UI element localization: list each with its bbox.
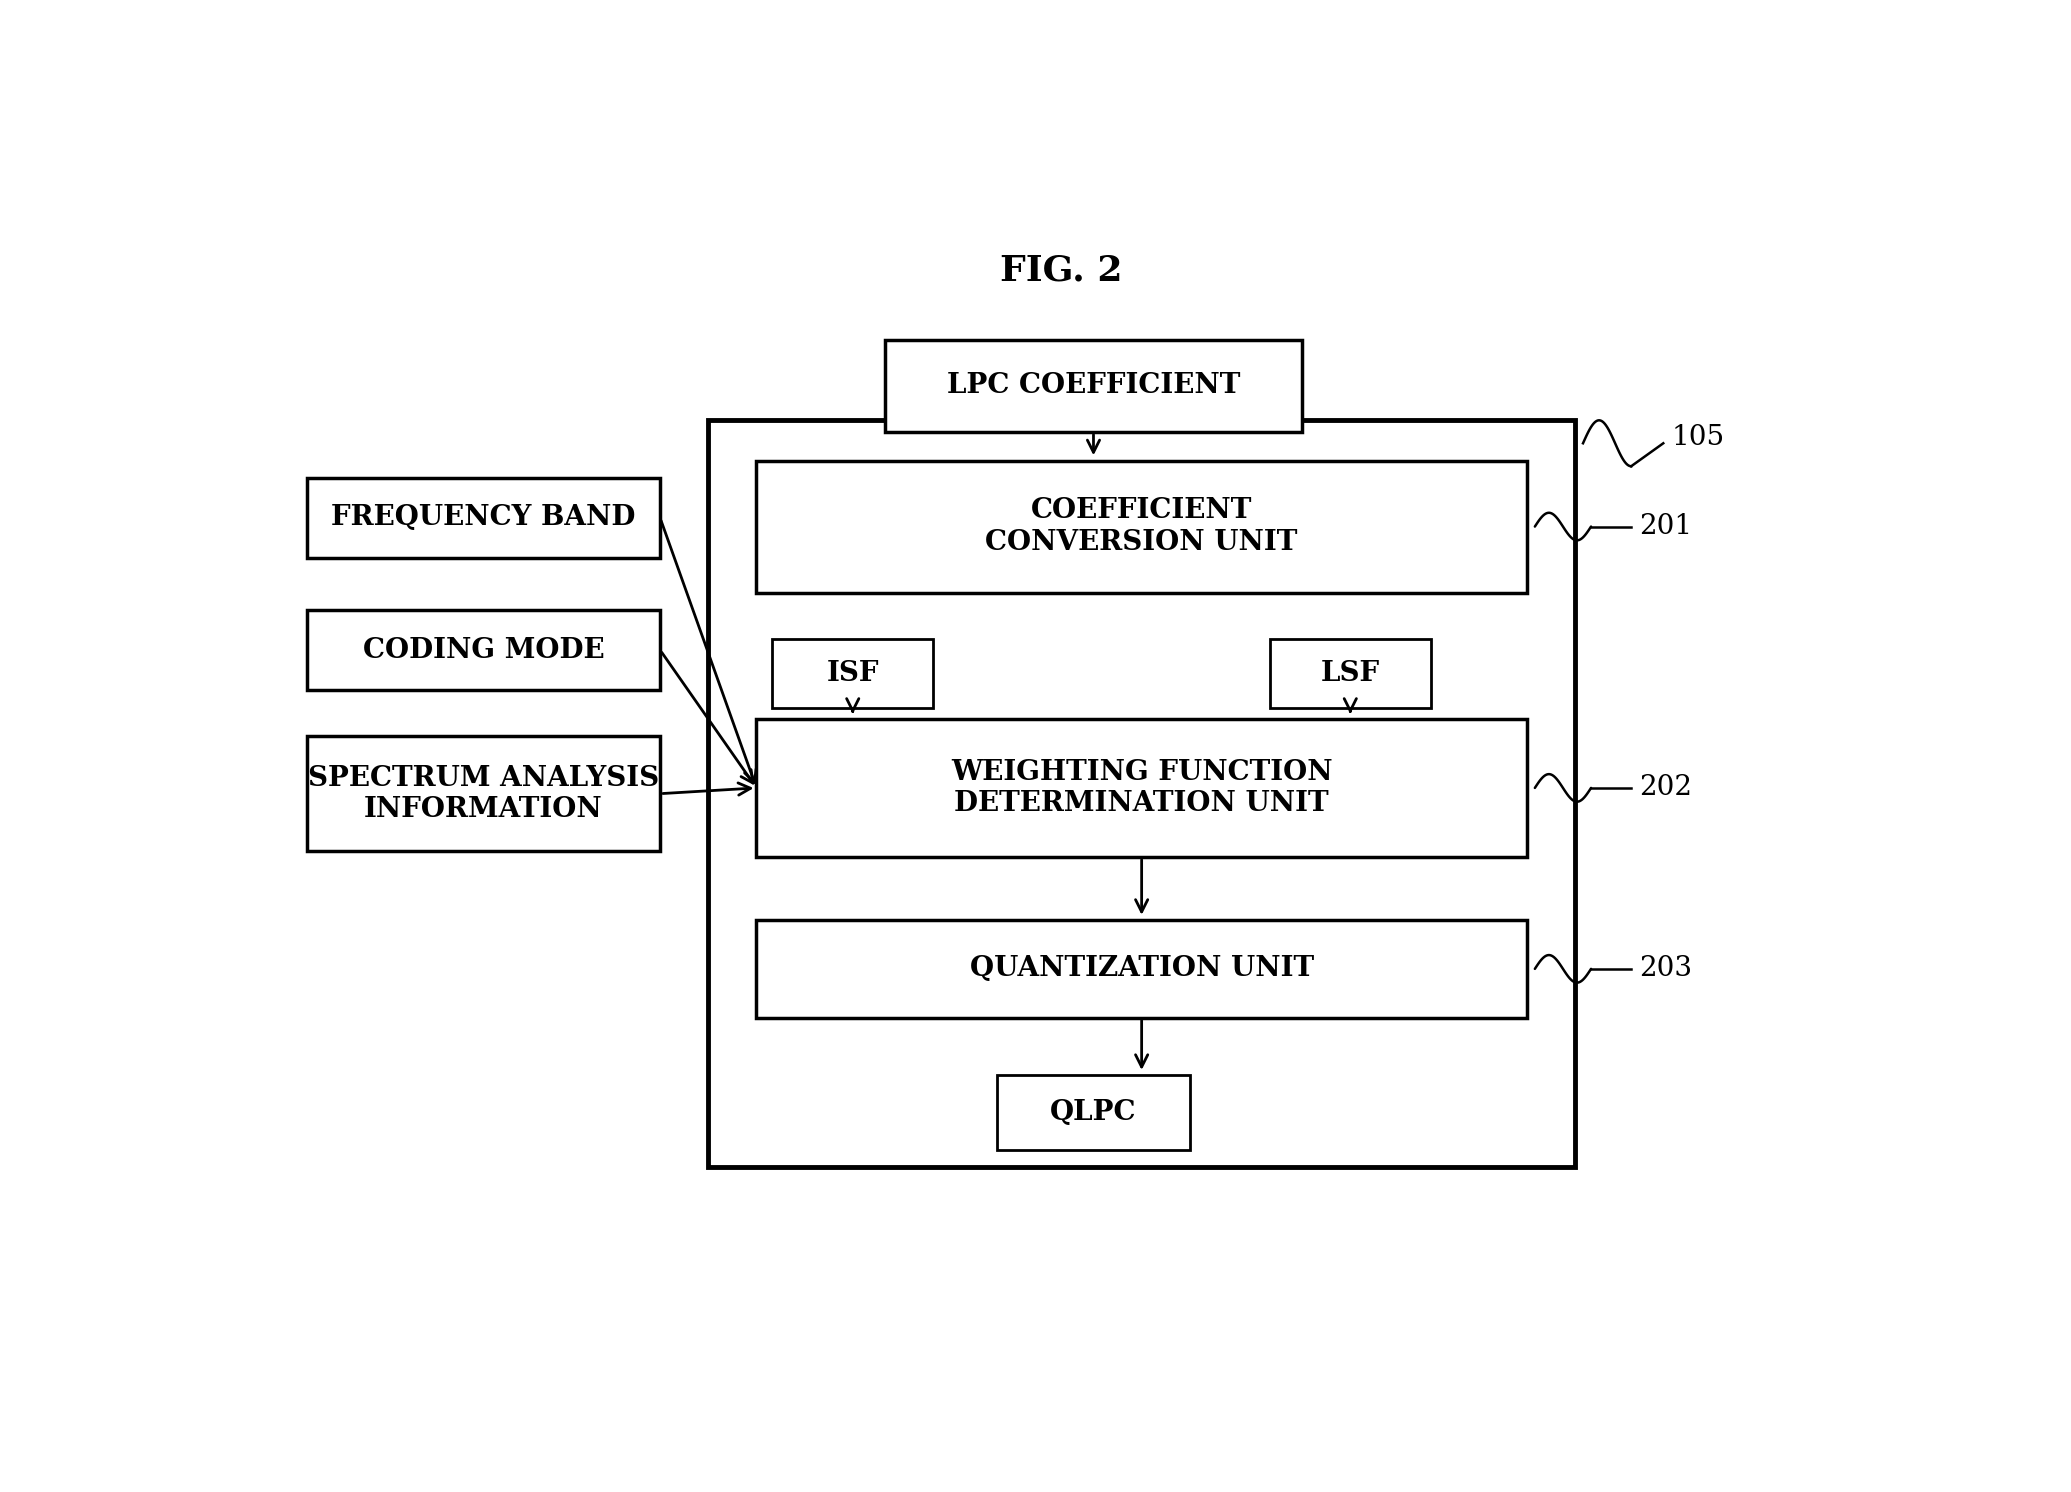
Bar [756,921,1526,1018]
Bar [756,461,1526,592]
Text: COEFFICIENT
CONVERSION UNIT: COEFFICIENT CONVERSION UNIT [986,497,1299,555]
Text: FREQUENCY BAND: FREQUENCY BAND [331,504,636,531]
Text: ISF: ISF [826,659,878,686]
Text: QLPC: QLPC [1050,1100,1137,1126]
Text: 203: 203 [1640,955,1692,982]
Text: WEIGHTING FUNCTION
DETERMINATION UNIT: WEIGHTING FUNCTION DETERMINATION UNIT [951,759,1332,818]
Text: LPC COEFFICIENT: LPC COEFFICIENT [946,373,1241,400]
Bar [708,421,1576,1167]
Text: 202: 202 [1640,774,1692,801]
Bar [772,639,932,707]
Bar [307,610,661,691]
Text: LSF: LSF [1321,659,1379,686]
Bar [884,340,1303,431]
Text: CODING MODE: CODING MODE [362,637,605,664]
Text: QUANTIZATION UNIT: QUANTIZATION UNIT [969,955,1313,982]
Text: 105: 105 [1671,424,1725,451]
Bar [307,736,661,850]
Bar [756,719,1526,856]
Bar [1270,639,1431,707]
Bar [998,1076,1189,1150]
Text: 201: 201 [1640,513,1692,540]
Text: SPECTRUM ANALYSIS
INFORMATION: SPECTRUM ANALYSIS INFORMATION [309,764,659,822]
Text: FIG. 2: FIG. 2 [1000,254,1122,288]
Bar [307,477,661,558]
